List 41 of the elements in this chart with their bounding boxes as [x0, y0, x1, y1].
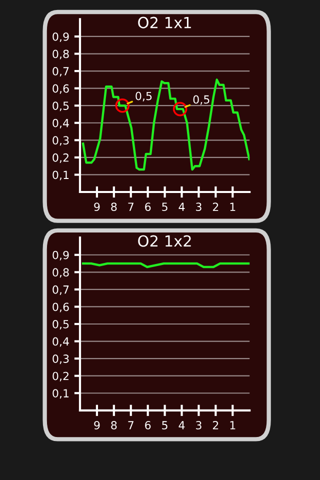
x-tick-label: 9 [94, 202, 100, 212]
x-tick-label: 1 [230, 202, 236, 211]
x-tick-label: 6 [145, 202, 151, 212]
line-series [82, 78, 250, 171]
chart-title: O2 1x2 [138, 235, 191, 247]
y-tick-label: 0,3 [52, 354, 69, 364]
y-tick-label: 0,8 [52, 50, 69, 60]
x-tick-label: 4 [178, 421, 185, 430]
y-tick-label: 0,6 [52, 84, 69, 94]
y-tick-label: 0,6 [52, 302, 69, 312]
x-tick-label: 5 [162, 202, 168, 212]
x-tick-label: 3 [196, 421, 202, 430]
y-tick-label: 0,5 [52, 320, 69, 330]
y-tick-label: 0,1 [52, 170, 69, 180]
y-tick-label: 0,7 [52, 285, 69, 295]
x-tick-label: 2 [212, 202, 218, 211]
y-tick-label: 0,3 [52, 136, 69, 146]
x-tick-label: 8 [111, 202, 117, 212]
x-tick-label: 8 [111, 421, 117, 430]
annotation: 0,5 [136, 92, 152, 102]
x-tick-label: 3 [196, 202, 202, 212]
x-tick-label: 9 [94, 421, 100, 430]
x-tick-label: 1 [230, 421, 236, 430]
y-tick-label: 0,7 [52, 67, 69, 77]
y-tick-label: 0,9 [52, 32, 69, 42]
y-tick-label: 0,4 [52, 337, 69, 347]
y-tick-label: 0,2 [52, 153, 68, 163]
y-tick-label: 0,9 [52, 250, 69, 260]
x-tick-label: 7 [128, 202, 134, 211]
x-tick-label: 7 [128, 421, 134, 430]
annotation: 0,5 [193, 95, 210, 105]
chart-title: O2 1x1 [138, 16, 191, 28]
y-tick-label: 0,5 [52, 102, 69, 112]
y-tick-label: 0,8 [52, 268, 69, 278]
x-tick-label: 2 [212, 421, 218, 430]
y-tick-label: 0,4 [52, 118, 69, 128]
x-tick-label: 5 [162, 421, 168, 430]
x-tick-label: 4 [178, 202, 185, 211]
y-tick-label: 0,2 [52, 372, 68, 382]
x-tick-label: 6 [145, 421, 151, 430]
y-tick-label: 0,1 [52, 389, 69, 399]
